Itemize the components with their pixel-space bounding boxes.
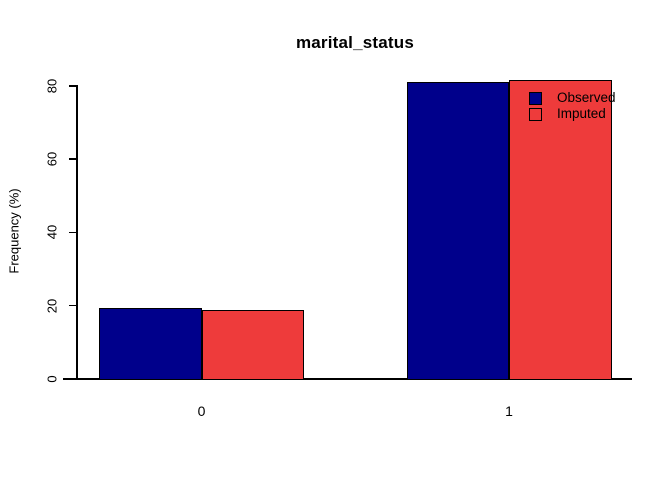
y-tick-label: 60 xyxy=(44,151,60,167)
x-category-label: 1 xyxy=(505,403,513,419)
legend-label: Observed xyxy=(557,90,616,105)
x-axis-line xyxy=(63,378,632,380)
y-tick-mark xyxy=(69,378,77,380)
chart-title: marital_status xyxy=(295,33,415,52)
y-tick-label: 0 xyxy=(44,375,60,383)
bar-imputed-1 xyxy=(509,79,612,380)
y-tick-mark xyxy=(69,304,77,307)
y-tick-label: 20 xyxy=(44,298,60,313)
y-tick-mark xyxy=(69,158,77,160)
x-category-label: 0 xyxy=(197,403,206,419)
legend-swatch-icon xyxy=(529,91,542,105)
bar-imputed-0 xyxy=(201,309,304,380)
y-axis-label: Frequency (%) xyxy=(6,188,22,274)
y-tick-mark xyxy=(69,231,77,234)
legend-label: Imputed xyxy=(557,106,606,121)
legend-item-imputed: Imputed xyxy=(529,107,616,121)
bar-observed-0 xyxy=(99,308,202,380)
y-tick-mark xyxy=(69,85,77,87)
legend-swatch-icon xyxy=(529,107,542,121)
legend: Observed Imputed xyxy=(529,91,616,121)
y-tick-label: 80 xyxy=(44,78,60,94)
legend-item-observed: Observed xyxy=(529,91,616,105)
y-tick-label: 40 xyxy=(44,225,60,240)
bar-observed-1 xyxy=(406,81,509,380)
y-axis-line xyxy=(76,85,78,380)
